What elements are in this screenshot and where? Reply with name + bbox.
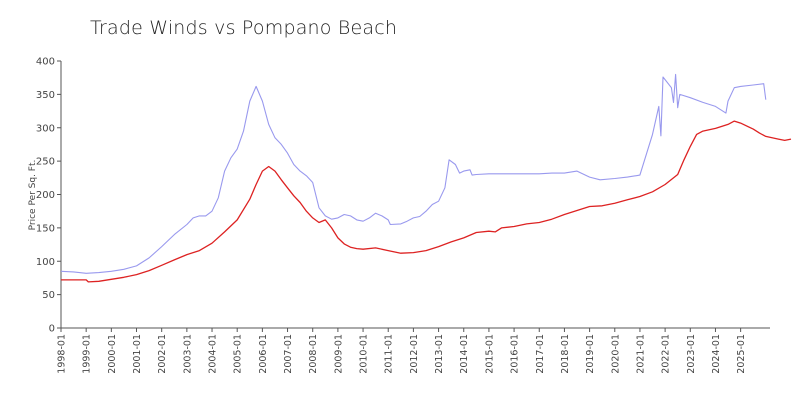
x-tick-label: 2004-01 [208, 334, 219, 374]
x-tick-label: 1999-01 [82, 334, 93, 374]
x-tick-label: 2001-01 [132, 334, 143, 374]
y-tick-label: 100 [36, 257, 55, 268]
y-tick-label: 200 [36, 190, 55, 201]
x-tick-label: 2008-01 [308, 334, 319, 374]
y-tick-label: 400 [36, 57, 55, 68]
x-tick-label: 2019-01 [585, 334, 596, 374]
y-tick-label: 350 [36, 90, 55, 101]
x-tick-label: 2013-01 [434, 334, 445, 374]
series-line-2 [61, 120, 792, 283]
chart-title: Trade Winds vs Pompano Beach [90, 17, 398, 39]
x-tick-label: 2015-01 [484, 334, 495, 374]
x-tick-label: 2014-01 [459, 334, 470, 374]
y-tick-label: 0 [49, 324, 55, 335]
y-tick-label: 150 [36, 223, 55, 234]
chart-axes [60, 61, 770, 329]
x-tick-label: 2016-01 [510, 334, 521, 374]
x-tick-label: 2025-01 [736, 334, 747, 374]
x-tick-label: 2007-01 [283, 334, 294, 374]
x-tick-label: 2006-01 [258, 334, 269, 374]
x-tick-label: 2003-01 [182, 334, 193, 374]
y-axis-label: Price Per Sq. Ft. [28, 160, 38, 231]
series-line-1 [60, 73, 767, 274]
chart-series [60, 73, 792, 283]
x-tick-label: 2010-01 [359, 334, 370, 374]
x-tick-label: 2022-01 [661, 334, 672, 374]
x-tick-label: 2020-01 [610, 334, 621, 374]
x-tick-label: 2018-01 [560, 334, 571, 374]
chart-ticks: 0 50 100 150 200 250 300 350 400 1998-01 1999-01 20… [36, 57, 747, 374]
y-tick-label: 300 [36, 123, 55, 134]
x-tick-label: 1998-01 [57, 334, 68, 374]
x-tick-label: 2017-01 [535, 334, 546, 374]
x-tick-label: 2012-01 [409, 334, 420, 374]
y-tick-label: 250 [36, 157, 55, 168]
x-tick-label: 2024-01 [711, 334, 722, 374]
x-tick-label: 2023-01 [686, 334, 697, 374]
x-tick-label: 2009-01 [333, 334, 344, 374]
x-tick-label: 2011-01 [384, 334, 395, 374]
x-tick-label: 2005-01 [233, 334, 244, 374]
x-tick-label: 2000-01 [107, 334, 118, 374]
y-tick-label: 50 [42, 290, 55, 301]
x-tick-label: 2002-01 [157, 334, 168, 374]
x-tick-label: 2021-01 [635, 334, 646, 374]
